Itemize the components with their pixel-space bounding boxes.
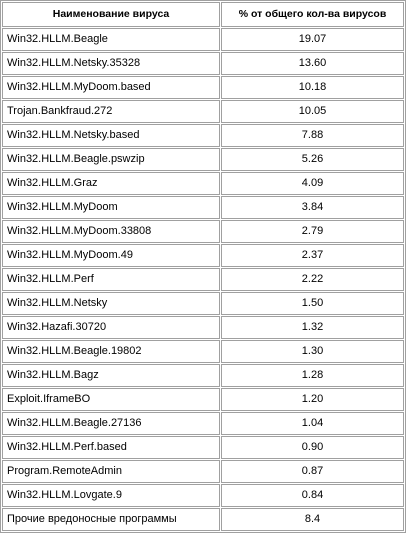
table-row: Win32.HLLM.Bagz 1.28	[2, 364, 404, 387]
table-row: Win32.HLLM.Beagle.19802 1.30	[2, 340, 404, 363]
virus-name-cell: Win32.HLLM.Beagle.19802	[2, 340, 220, 363]
percent-cell: 1.50	[221, 292, 404, 315]
virus-name-cell: Прочие вредоносные программы	[2, 508, 220, 531]
percent-cell: 1.32	[221, 316, 404, 339]
virus-name-cell: Program.RemoteAdmin	[2, 460, 220, 483]
column-header-percent: % от общего кол-ва вирусов	[221, 2, 404, 27]
table-row: Exploit.IframeBO 1.20	[2, 388, 404, 411]
virus-name-cell: Win32.HLLM.Lovgate.9	[2, 484, 220, 507]
table-row: Win32.HLLM.Graz 4.09	[2, 172, 404, 195]
percent-cell: 8.4	[221, 508, 404, 531]
percent-cell: 2.22	[221, 268, 404, 291]
table-row: Win32.HLLM.MyDoom.33808 2.79	[2, 220, 404, 243]
virus-name-cell: Win32.HLLM.MyDoom.based	[2, 76, 220, 99]
table-row: Win32.HLLM.Beagle 19.07	[2, 28, 404, 51]
percent-cell: 1.28	[221, 364, 404, 387]
virus-name-cell: Win32.Hazafi.30720	[2, 316, 220, 339]
percent-cell: 0.90	[221, 436, 404, 459]
virus-name-cell: Win32.HLLM.Graz	[2, 172, 220, 195]
virus-name-cell: Win32.HLLM.Perf	[2, 268, 220, 291]
percent-cell: 1.30	[221, 340, 404, 363]
table-row: Win32.Hazafi.30720 1.32	[2, 316, 404, 339]
virus-name-cell: Win32.HLLM.Beagle	[2, 28, 220, 51]
virus-name-cell: Exploit.IframeBO	[2, 388, 220, 411]
percent-cell: 19.07	[221, 28, 404, 51]
percent-cell: 1.20	[221, 388, 404, 411]
table-row: Win32.HLLM.Netsky.35328 13.60	[2, 52, 404, 75]
column-header-virus-name: Наименование вируса	[2, 2, 220, 27]
virus-name-cell: Win32.HLLM.Netsky.35328	[2, 52, 220, 75]
virus-name-cell: Trojan.Bankfraud.272	[2, 100, 220, 123]
virus-name-cell: Win32.HLLM.MyDoom	[2, 196, 220, 219]
virus-name-cell: Win32.HLLM.Netsky	[2, 292, 220, 315]
table-row: Trojan.Bankfraud.272 10.05	[2, 100, 404, 123]
percent-cell: 2.79	[221, 220, 404, 243]
table-row: Win32.HLLM.Netsky.based 7.88	[2, 124, 404, 147]
table-row: Win32.HLLM.Perf 2.22	[2, 268, 404, 291]
table-header: Наименование вируса % от общего кол-ва в…	[2, 2, 404, 27]
table-row: Win32.HLLM.Perf.based 0.90	[2, 436, 404, 459]
table-row: Win32.HLLM.Beagle.27136 1.04	[2, 412, 404, 435]
virus-name-cell: Win32.HLLM.Beagle.27136	[2, 412, 220, 435]
percent-cell: 4.09	[221, 172, 404, 195]
percent-cell: 7.88	[221, 124, 404, 147]
percent-cell: 5.26	[221, 148, 404, 171]
percent-cell: 2.37	[221, 244, 404, 267]
virus-name-cell: Win32.HLLM.Netsky.based	[2, 124, 220, 147]
header-row: Наименование вируса % от общего кол-ва в…	[2, 2, 404, 27]
percent-cell: 13.60	[221, 52, 404, 75]
table-row: Win32.HLLM.Lovgate.9 0.84	[2, 484, 404, 507]
table-row: Win32.HLLM.Beagle.pswzip 5.26	[2, 148, 404, 171]
percent-cell: 0.84	[221, 484, 404, 507]
virus-name-cell: Win32.HLLM.MyDoom.49	[2, 244, 220, 267]
virus-name-cell: Win32.HLLM.Perf.based	[2, 436, 220, 459]
table-row: Win32.HLLM.MyDoom.based 10.18	[2, 76, 404, 99]
percent-cell: 3.84	[221, 196, 404, 219]
virus-name-cell: Win32.HLLM.Bagz	[2, 364, 220, 387]
percent-cell: 10.05	[221, 100, 404, 123]
table-row: Win32.HLLM.MyDoom 3.84	[2, 196, 404, 219]
table-row: Прочие вредоносные программы 8.4	[2, 508, 404, 531]
table-body: Win32.HLLM.Beagle 19.07 Win32.HLLM.Netsky.…	[2, 28, 404, 531]
table-row: Program.RemoteAdmin 0.87	[2, 460, 404, 483]
virus-name-cell: Win32.HLLM.MyDoom.33808	[2, 220, 220, 243]
virus-statistics-table: Наименование вируса % от общего кол-ва в…	[0, 0, 406, 533]
virus-name-cell: Win32.HLLM.Beagle.pswzip	[2, 148, 220, 171]
table-row: Win32.HLLM.MyDoom.49 2.37	[2, 244, 404, 267]
percent-cell: 0.87	[221, 460, 404, 483]
table-row: Win32.HLLM.Netsky 1.50	[2, 292, 404, 315]
percent-cell: 1.04	[221, 412, 404, 435]
percent-cell: 10.18	[221, 76, 404, 99]
